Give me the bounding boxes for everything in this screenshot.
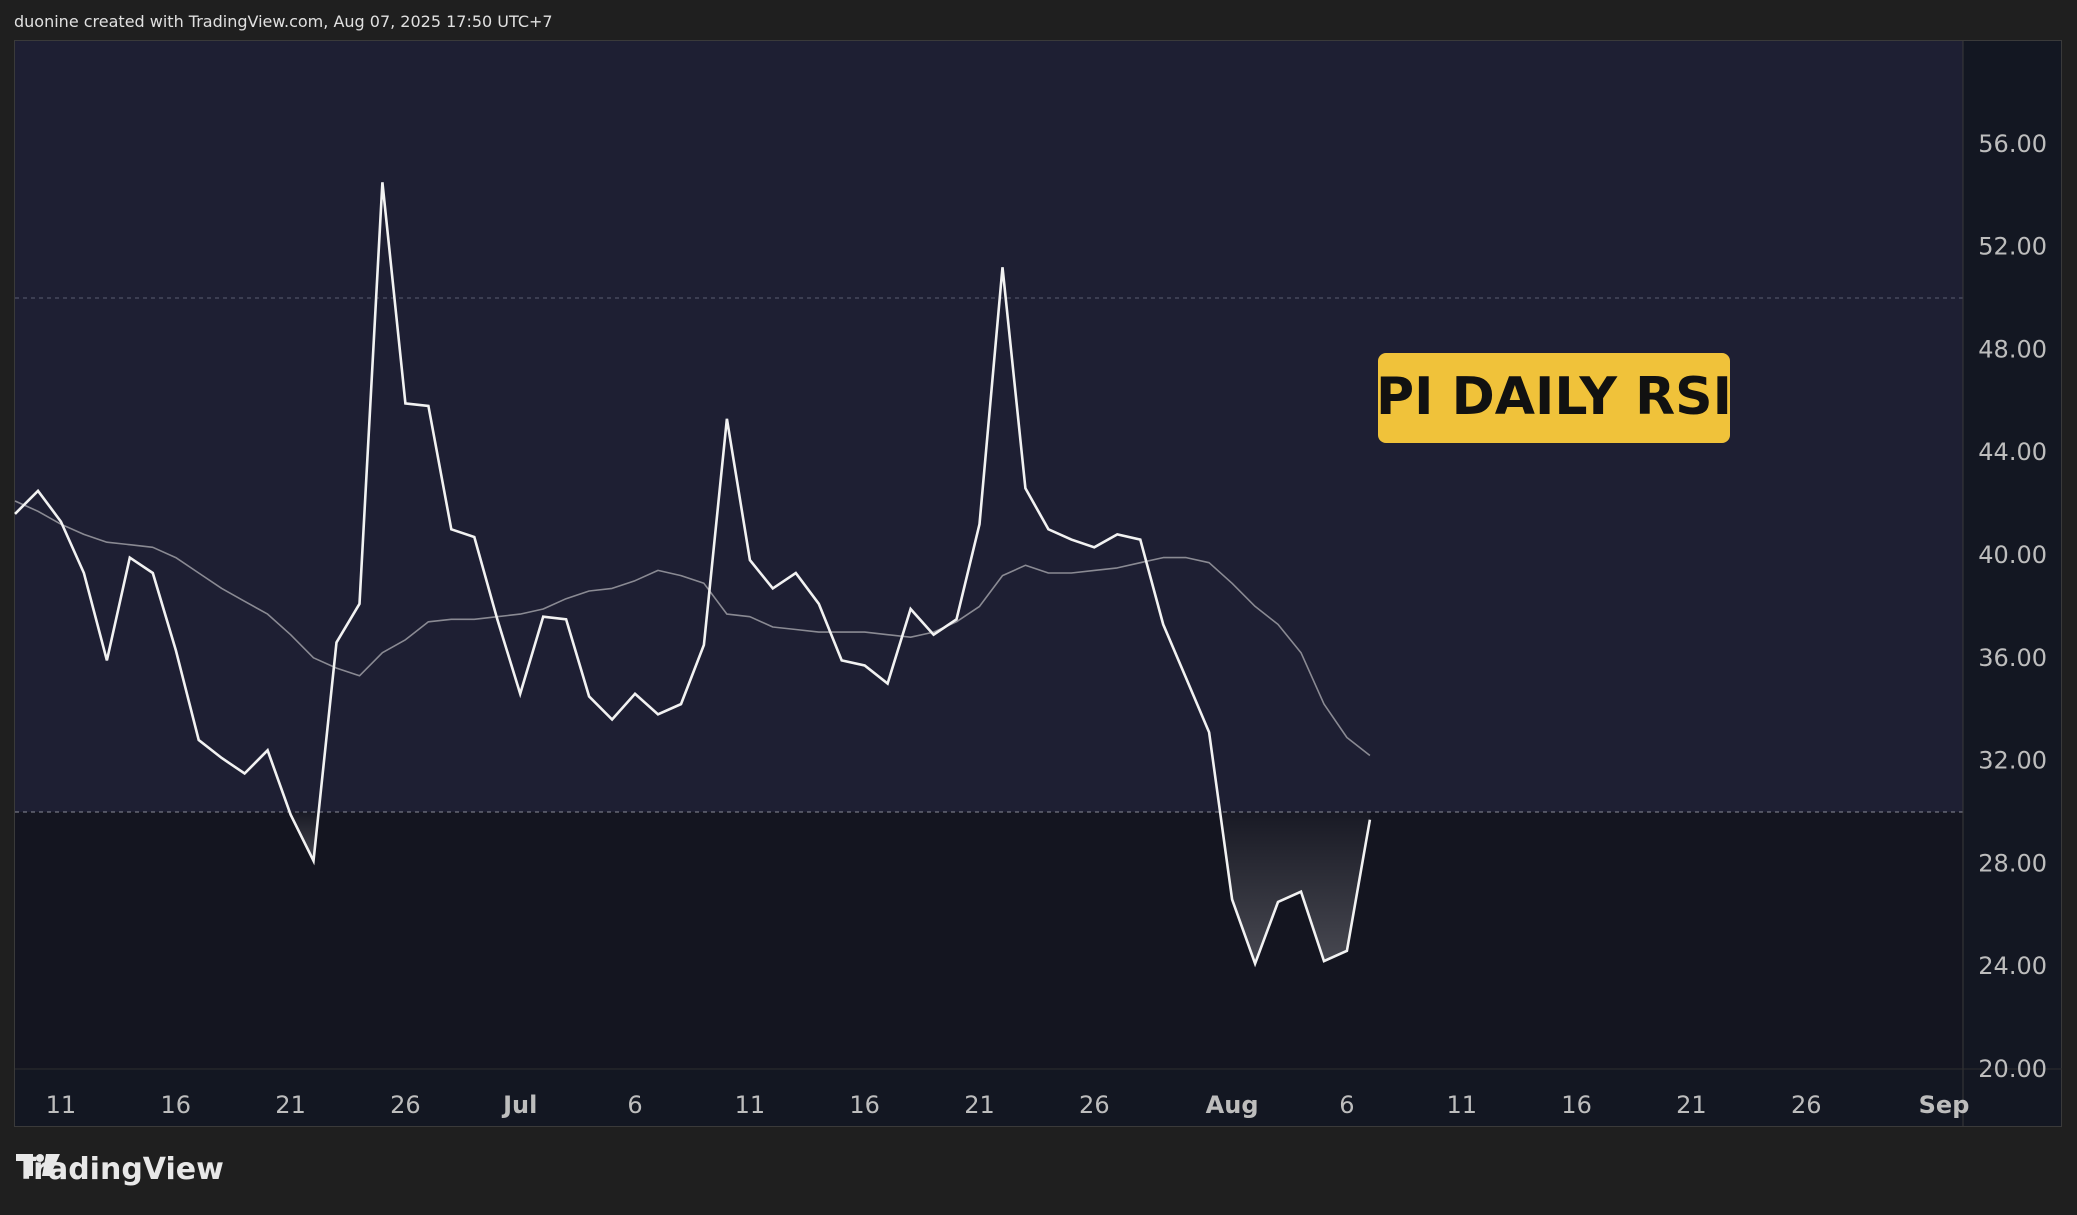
y-tick-label: 40.00: [1978, 541, 2047, 569]
x-tick-label: 21: [275, 1091, 306, 1119]
annotation-label-text: PI DAILY RSI: [1376, 367, 1732, 427]
annotation-label-box: [1378, 353, 1730, 443]
tradingview-brand[interactable]: TradingView: [16, 1152, 224, 1187]
rsi-line: [14, 182, 1372, 968]
oversold-zone-background: [15, 812, 1963, 1069]
attribution-text: duonine created with TradingView.com, Au…: [14, 12, 553, 31]
oversold-fill-area: [1220, 812, 1370, 964]
y-tick-label: 48.00: [1978, 335, 2047, 363]
x-tick-label: 26: [1791, 1091, 1822, 1119]
y-tick-label: 36.00: [1978, 644, 2047, 672]
x-tick-label: 11: [1446, 1091, 1477, 1119]
x-tick-label: 16: [160, 1091, 191, 1119]
x-tick-label: 26: [390, 1091, 421, 1119]
x-tick-label: 26: [1079, 1091, 1110, 1119]
x-tick-label: 16: [849, 1091, 880, 1119]
y-tick-label: 44.00: [1978, 438, 2047, 466]
x-tick-label: Jul: [501, 1091, 537, 1119]
rsi-moving-average-line: [14, 500, 1371, 757]
x-tick-label: 21: [1676, 1091, 1707, 1119]
oversold-fill-area: [289, 812, 319, 861]
y-tick-label: 32.00: [1978, 747, 2047, 775]
x-tick-label: 11: [46, 1091, 77, 1119]
x-tick-label: 6: [627, 1091, 642, 1119]
y-tick-label: 24.00: [1978, 952, 2047, 980]
x-tick-label: Aug: [1206, 1091, 1259, 1119]
x-tick-label: 11: [735, 1091, 766, 1119]
tradingview-logo-icon: [16, 1154, 60, 1176]
y-tick-label: 28.00: [1978, 849, 2047, 877]
x-tick-label: 16: [1561, 1091, 1592, 1119]
x-tick-label: 21: [964, 1091, 995, 1119]
x-tick-label: 6: [1339, 1091, 1354, 1119]
x-tick-label: Sep: [1919, 1091, 1970, 1119]
y-tick-label: 56.00: [1978, 130, 2047, 158]
y-tick-label: 20.00: [1978, 1055, 2047, 1083]
y-tick-label: 52.00: [1978, 233, 2047, 261]
